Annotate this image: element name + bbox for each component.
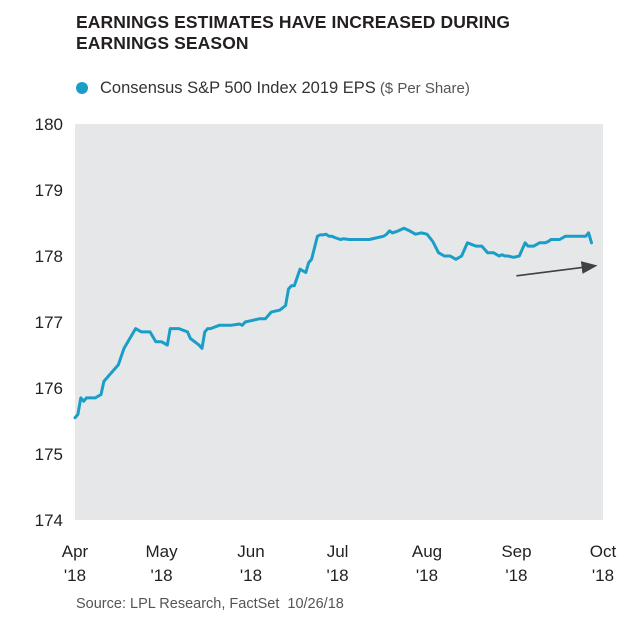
x-tick-label: Oct '18 bbox=[590, 542, 617, 585]
y-tick-label: 180 bbox=[35, 115, 63, 134]
x-tick-label: May '18 bbox=[145, 542, 178, 585]
y-tick-label: 175 bbox=[35, 445, 63, 464]
eps-series-line bbox=[73, 226, 593, 420]
source-text: Source: LPL Research, FactSet bbox=[76, 596, 280, 612]
legend: Consensus S&P 500 Index 2019 EPS ($ Per … bbox=[76, 78, 470, 98]
plot-area bbox=[75, 124, 603, 520]
y-tick-label: 174 bbox=[35, 511, 63, 530]
y-tick-label: 179 bbox=[35, 181, 63, 200]
chart-title: EARNINGS ESTIMATES HAVE INCREASED DURING… bbox=[76, 12, 511, 53]
x-tick-label: Aug '18 bbox=[412, 542, 442, 585]
x-tick-label: Apr '18 bbox=[62, 542, 89, 585]
x-tick-label: Jul '18 bbox=[326, 542, 348, 585]
legend-series-label: Consensus S&P 500 Index 2019 EPS bbox=[100, 78, 376, 97]
y-tick-label: 177 bbox=[35, 313, 63, 332]
y-tick-label: 178 bbox=[35, 247, 63, 266]
trend-arrow bbox=[516, 261, 598, 277]
x-tick-label: Jun '18 bbox=[237, 542, 264, 585]
legend-series-unit: ($ Per Share) bbox=[379, 79, 470, 97]
source-date: 10/26/18 bbox=[287, 596, 344, 612]
y-axis: 174 175 176 177 178 179 180 bbox=[35, 115, 63, 530]
x-axis: Apr '18 May '18 Jun '18 Jul '18 Aug '18 Sep '18 Oct '… bbox=[62, 542, 617, 585]
legend-series-marker bbox=[76, 82, 88, 94]
annotations bbox=[516, 261, 598, 277]
y-tick-label: 176 bbox=[35, 379, 63, 398]
x-tick-label: Sep '18 bbox=[501, 542, 531, 585]
source-note: Source: LPL Research, FactSet 10/26/18 bbox=[76, 596, 344, 612]
